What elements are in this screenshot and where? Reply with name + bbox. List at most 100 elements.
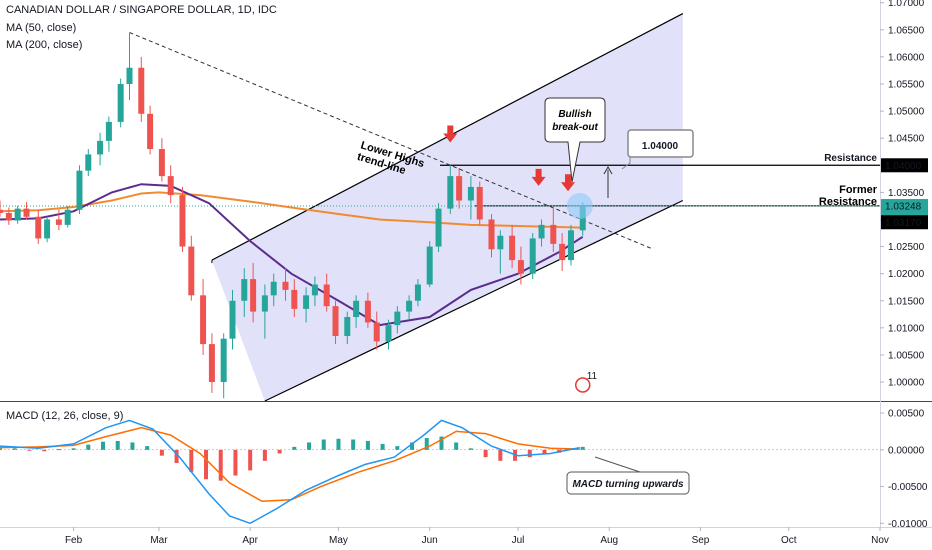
macd-histogram-bar	[336, 438, 341, 450]
macd-histogram-bar	[424, 438, 429, 450]
candle-body	[447, 176, 454, 209]
macd-histogram-bar	[12, 448, 17, 450]
event-badge-count: 11	[587, 371, 598, 382]
candle-body	[353, 300, 360, 318]
macd-legend[interactable]: MACD (12, 26, close, 9)	[6, 410, 124, 422]
candle	[270, 273, 277, 307]
candle-body	[158, 149, 165, 177]
time-tick-label: Sep	[692, 535, 710, 546]
macd-tick-label: -0.00500	[888, 482, 928, 493]
candle-body	[250, 279, 257, 312]
candle-body	[97, 140, 104, 155]
target-value-label: 1.04000	[642, 141, 679, 152]
resistance-tag: 1.04000	[885, 161, 922, 172]
price-tick-label: 1.01500	[888, 296, 925, 307]
time-tick-label: Jul	[512, 535, 525, 546]
candle-body	[517, 260, 524, 274]
price-tick-label: 1.04500	[888, 134, 925, 145]
macd-histogram-bar	[262, 449, 267, 461]
macd-histogram-bar	[159, 449, 164, 456]
candle-body	[435, 208, 442, 247]
former-resistance-label: Former Resistance	[819, 184, 878, 208]
macd-signal-line	[0, 426, 580, 503]
candle-body	[497, 235, 504, 250]
candle	[147, 105, 154, 155]
candle-body	[291, 289, 298, 309]
resistance-label: Resistance	[824, 153, 877, 164]
price-tick-label: 1.05000	[888, 107, 925, 118]
lower-high-arrow	[443, 125, 458, 143]
macd-tick-label: 0.00000	[888, 445, 925, 456]
macd-histogram-bar	[130, 442, 135, 450]
macd-histogram-bar	[380, 443, 385, 450]
candle	[353, 295, 360, 328]
candle	[250, 262, 257, 323]
candle	[323, 273, 330, 312]
candle	[517, 246, 524, 285]
event-badge	[574, 377, 591, 393]
candle-body	[147, 113, 154, 150]
price-tick-label: 1.02000	[888, 269, 925, 280]
candle	[414, 279, 421, 307]
macd-histogram-bar	[351, 439, 356, 450]
candle	[23, 202, 30, 220]
ma50-legend[interactable]: MA (50, close)	[6, 22, 77, 34]
macd-histogram-bar	[145, 446, 150, 450]
candle	[282, 268, 289, 301]
lower-high-arrow	[531, 168, 546, 186]
price-tick-label: 1.00500	[888, 350, 925, 361]
candle-body	[538, 224, 545, 239]
candle-body	[344, 317, 351, 336]
macd-histogram-bar	[498, 449, 503, 461]
candle-body	[14, 208, 21, 221]
candle	[385, 319, 392, 350]
candle	[85, 149, 92, 177]
macd-tick-label: 0.00500	[888, 409, 925, 420]
candle-body	[394, 311, 401, 326]
candle	[261, 284, 268, 339]
candle-body	[179, 195, 186, 247]
candle-body	[117, 83, 124, 122]
candle-body	[488, 219, 495, 250]
candle-body	[138, 67, 145, 114]
candle	[117, 78, 124, 128]
candle	[188, 235, 195, 301]
candle-body	[241, 279, 248, 301]
candle	[105, 116, 112, 152]
candle	[64, 205, 71, 228]
candle	[220, 333, 227, 399]
candle-body	[550, 224, 557, 244]
ma200-legend[interactable]: MA (200, close)	[6, 39, 83, 51]
price-tick-label: 1.05500	[888, 79, 925, 90]
macd-histogram-bar	[365, 440, 370, 450]
candle	[179, 186, 186, 252]
candle-body	[229, 300, 236, 339]
macd-callout-label: MACD turning upwards	[572, 479, 684, 490]
macd-callout-box	[566, 471, 690, 495]
candle	[529, 233, 536, 280]
macd-histogram-bar	[292, 446, 297, 450]
candle	[311, 276, 318, 307]
candle	[76, 165, 83, 215]
candle	[456, 167, 463, 209]
candle-body	[373, 322, 380, 342]
candle-body	[167, 176, 174, 196]
candle	[303, 287, 310, 323]
candle	[241, 268, 248, 318]
candle	[435, 203, 442, 252]
lower-highs-trendline	[129, 32, 654, 250]
candle	[44, 216, 51, 243]
candle-body	[311, 284, 318, 296]
candle	[426, 241, 433, 288]
candle	[567, 224, 574, 266]
macd-histogram-bar	[218, 449, 223, 481]
candle-body	[220, 338, 227, 383]
macd-histogram-bar	[483, 449, 488, 458]
candle	[167, 165, 174, 204]
ma-price-tag: 1.03170	[885, 218, 922, 229]
price-tick-label: 1.03500	[888, 188, 925, 199]
candle-body	[282, 281, 289, 290]
candle	[447, 165, 454, 215]
candle	[406, 295, 413, 320]
